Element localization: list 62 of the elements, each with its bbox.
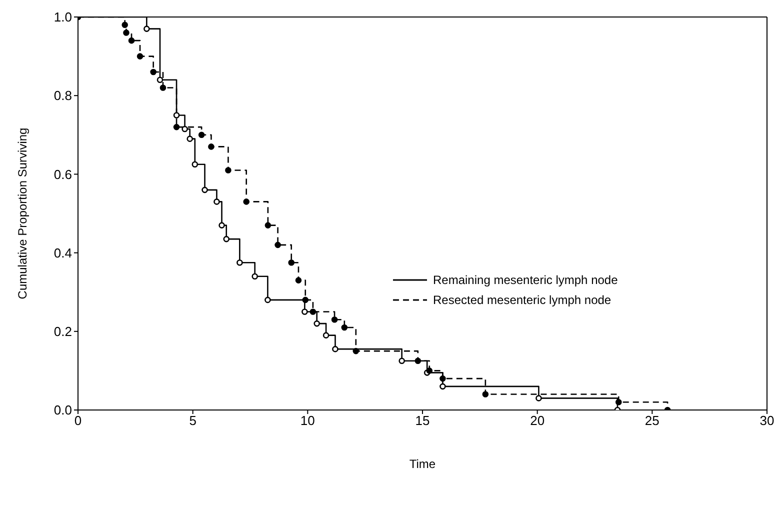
point xyxy=(440,375,446,382)
point xyxy=(202,186,208,194)
y-axis-title: Cumulative Proportion Surviving xyxy=(15,128,30,300)
point xyxy=(331,316,338,323)
point xyxy=(192,161,198,168)
point xyxy=(128,37,135,44)
x-tick-label: 15 xyxy=(415,413,430,428)
point xyxy=(156,76,164,84)
y-tick-label: 1.0 xyxy=(54,10,72,25)
point xyxy=(536,395,542,402)
point xyxy=(225,167,232,174)
point xyxy=(223,236,230,242)
point xyxy=(144,26,150,32)
point xyxy=(310,308,316,315)
point xyxy=(173,112,180,118)
y-tick-label: 0.2 xyxy=(54,324,72,340)
point xyxy=(264,296,271,304)
point xyxy=(482,391,489,398)
point xyxy=(136,53,144,60)
point xyxy=(314,320,320,327)
x-axis-title: Time xyxy=(409,457,436,471)
point xyxy=(295,277,302,284)
point xyxy=(341,324,348,331)
point xyxy=(352,348,360,354)
point xyxy=(414,358,422,364)
point xyxy=(302,296,309,304)
legend-label: Remaining mesenteric lymph node xyxy=(433,273,618,287)
point xyxy=(302,308,308,315)
point xyxy=(615,398,622,406)
point xyxy=(264,222,272,228)
point xyxy=(426,368,433,374)
y-tick-label: 0.6 xyxy=(54,166,72,182)
point xyxy=(150,68,156,76)
point xyxy=(214,198,220,205)
point xyxy=(252,273,258,280)
point xyxy=(243,198,250,205)
point xyxy=(208,144,214,150)
y-tick-label: 0.8 xyxy=(54,88,72,104)
x-tick-label: 10 xyxy=(300,413,315,428)
y-tick-label: 0.0 xyxy=(54,402,72,418)
y-tick-label: 0.4 xyxy=(54,245,72,260)
point xyxy=(218,222,225,228)
point xyxy=(182,126,188,132)
point xyxy=(122,22,128,28)
point xyxy=(186,136,193,142)
point xyxy=(123,30,130,36)
x-tick-label: 0 xyxy=(74,413,82,428)
point xyxy=(173,124,180,130)
point xyxy=(198,132,205,138)
point xyxy=(274,242,281,248)
point xyxy=(160,84,166,91)
point xyxy=(440,383,446,390)
point xyxy=(288,259,295,266)
x-tick-label: 25 xyxy=(644,413,660,428)
point xyxy=(322,332,330,338)
x-tick-label: 30 xyxy=(760,413,774,428)
point xyxy=(332,346,338,352)
legend-label: Resected mesenteric lymph node xyxy=(433,293,612,307)
point xyxy=(236,259,243,266)
x-tick-label: 5 xyxy=(189,413,196,428)
point xyxy=(398,358,405,364)
x-tick-label: 20 xyxy=(530,413,545,428)
